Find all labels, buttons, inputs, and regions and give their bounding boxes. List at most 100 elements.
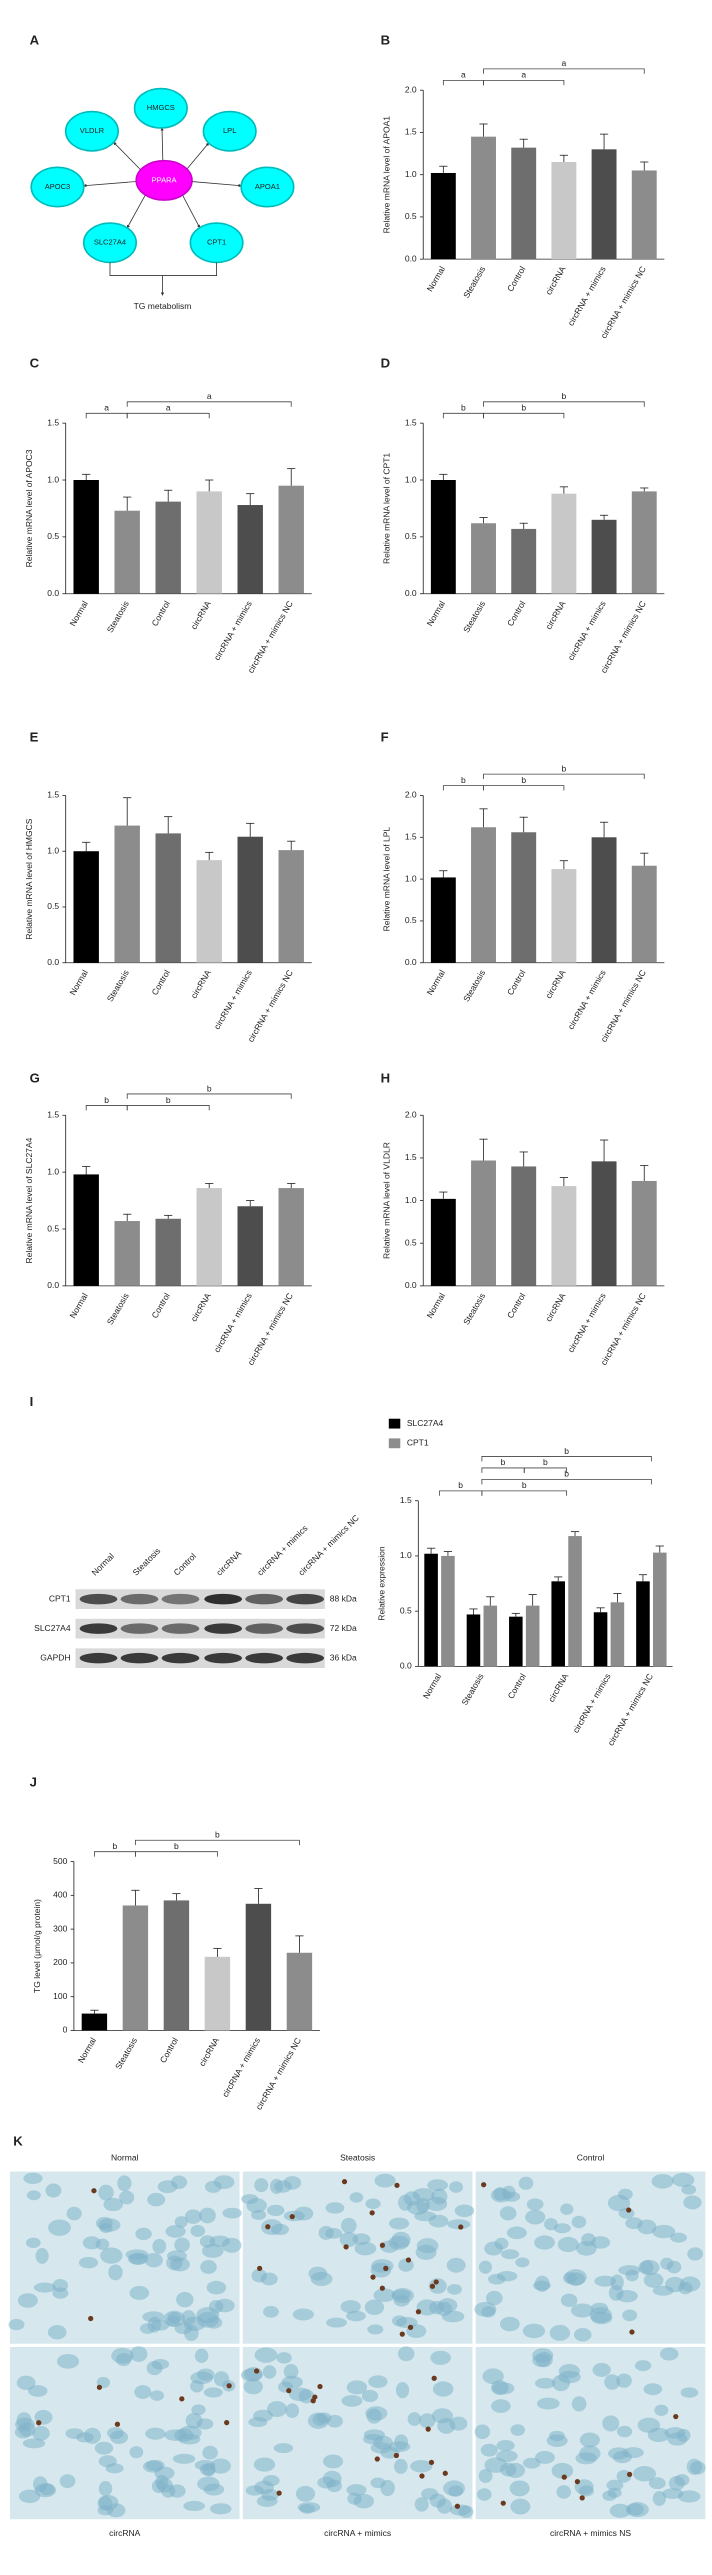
bar	[278, 1188, 304, 1286]
cell	[78, 2256, 99, 2269]
cell	[563, 2272, 577, 2284]
cell	[326, 2317, 347, 2328]
cell	[571, 2215, 587, 2229]
error-bar	[439, 870, 448, 878]
error-bar	[479, 123, 488, 137]
error-bar	[205, 479, 214, 492]
cell	[190, 2371, 214, 2385]
x-tick-label: Steatosis	[105, 599, 131, 634]
cell	[213, 2371, 230, 2387]
significance-bracket	[442, 79, 484, 86]
cell	[163, 2310, 186, 2327]
bar	[122, 1905, 149, 2031]
cell	[499, 2206, 517, 2221]
cell	[260, 2219, 283, 2235]
y-tick-label: 1.0	[47, 474, 59, 484]
significance-label: a	[104, 403, 109, 413]
cell	[243, 2379, 263, 2395]
gene-label: APOA1	[255, 182, 280, 191]
cell	[571, 2396, 587, 2412]
x-tick-label: Steatosis	[461, 968, 487, 1003]
y-tick-label: 0.0	[405, 253, 417, 263]
error-bar	[640, 487, 649, 492]
bar	[278, 850, 304, 963]
cell	[606, 2479, 624, 2491]
bar	[471, 827, 496, 963]
x-tick-label: Steatosis	[461, 599, 487, 634]
cell	[28, 2385, 48, 2397]
stained-cell	[317, 2383, 323, 2390]
x-tick-label: circRNA	[543, 264, 567, 296]
cell	[18, 2489, 41, 2504]
cell	[276, 2352, 292, 2364]
significance-label: b	[458, 1480, 463, 1490]
y-axis-label: TG level (μmol/g protein)	[32, 1899, 42, 1993]
cell	[518, 2176, 534, 2190]
stained-cell	[415, 2309, 422, 2315]
band	[161, 1652, 200, 1664]
significance-label: b	[543, 1457, 548, 1467]
bar	[196, 1188, 222, 1286]
bar	[430, 877, 456, 963]
cell	[283, 2364, 299, 2379]
cell	[652, 2224, 676, 2239]
x-tick-label: Control	[158, 2036, 180, 2065]
cell	[142, 2311, 165, 2323]
cell	[680, 2387, 699, 2398]
stained-cell	[561, 2474, 567, 2480]
stained-cell	[429, 2283, 436, 2289]
cell	[35, 2248, 49, 2264]
x-tick-label: Normal	[67, 968, 89, 997]
cell	[557, 2236, 579, 2253]
cell	[526, 2198, 544, 2211]
bar	[430, 172, 456, 260]
bar	[237, 1206, 263, 1286]
stained-cell	[393, 2452, 400, 2459]
cell	[510, 2424, 526, 2436]
error-bar	[439, 473, 448, 481]
bar	[591, 519, 617, 594]
cell	[607, 2487, 622, 2498]
error-bar	[559, 486, 568, 494]
cell	[674, 2474, 690, 2487]
cell	[449, 2181, 464, 2193]
error-bar	[638, 1574, 648, 1582]
stained-cell	[399, 2331, 405, 2337]
cell	[174, 2216, 188, 2228]
cell	[446, 2257, 466, 2273]
x-tick-label: circRNA + mimics	[566, 968, 608, 1031]
y-tick-label: 0.0	[47, 1280, 59, 1290]
x-tick-label: circRNA	[543, 599, 567, 631]
error-bar	[479, 517, 488, 524]
y-axis-label: Relative mRNA level of APOC3	[24, 449, 34, 567]
cell	[558, 2370, 581, 2384]
cell	[167, 2250, 187, 2262]
cell	[52, 2279, 69, 2292]
protein-label: CPT1	[49, 1593, 71, 1603]
cell	[670, 2232, 687, 2243]
stained-cell	[419, 2473, 425, 2479]
significance-label: b	[562, 391, 567, 401]
y-axis-label: Relative mRNA level of HMGCS	[24, 818, 34, 939]
y-tick-label: 0.0	[47, 957, 59, 967]
center-node	[135, 159, 193, 201]
cell	[560, 2203, 574, 2215]
x-tick-label: circRNA	[546, 1671, 570, 1703]
cell	[145, 2427, 166, 2440]
band	[286, 1652, 325, 1664]
error-bar	[131, 1889, 140, 1906]
cell	[134, 2385, 152, 2399]
bar	[286, 1952, 313, 2031]
micrograph-label: circRNA + mimics NS	[550, 2528, 631, 2538]
cell	[56, 2354, 80, 2369]
x-tick-label: circRNA + mimics	[566, 1291, 608, 1354]
x-tick-label: Steatosis	[113, 2036, 139, 2071]
significance-bracket	[126, 1093, 292, 1099]
bar	[155, 833, 181, 963]
cell	[194, 2348, 209, 2363]
stained-cell	[481, 2182, 487, 2188]
bar	[551, 493, 577, 594]
bar	[652, 1552, 667, 1667]
x-tick-label: circRNA	[543, 1291, 567, 1323]
bar	[237, 505, 263, 594]
